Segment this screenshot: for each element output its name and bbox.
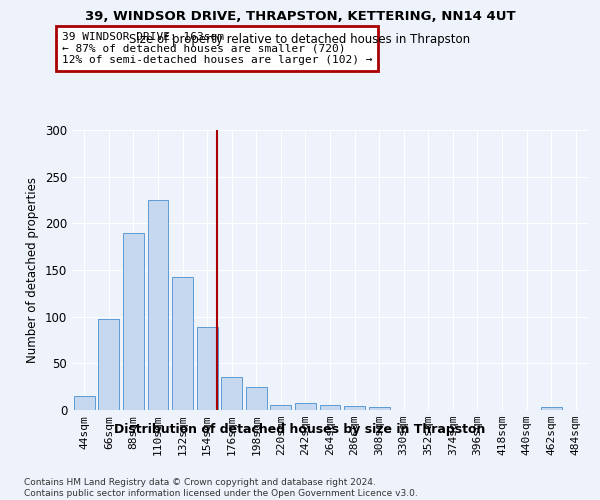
Bar bbox=[246, 386, 267, 410]
Text: Contains HM Land Registry data © Crown copyright and database right 2024.
Contai: Contains HM Land Registry data © Crown c… bbox=[24, 478, 418, 498]
Bar bbox=[172, 276, 193, 410]
Bar bbox=[221, 378, 242, 410]
Y-axis label: Number of detached properties: Number of detached properties bbox=[26, 177, 40, 363]
Bar bbox=[295, 404, 316, 410]
Text: 39, WINDSOR DRIVE, THRAPSTON, KETTERING, NN14 4UT: 39, WINDSOR DRIVE, THRAPSTON, KETTERING,… bbox=[85, 10, 515, 23]
Bar bbox=[98, 320, 119, 410]
Bar bbox=[74, 396, 95, 410]
Text: Distribution of detached houses by size in Thrapston: Distribution of detached houses by size … bbox=[115, 422, 485, 436]
Bar bbox=[148, 200, 169, 410]
Bar bbox=[368, 407, 389, 410]
Bar bbox=[320, 406, 340, 410]
Bar bbox=[271, 406, 292, 410]
Bar bbox=[197, 327, 218, 410]
Bar bbox=[123, 232, 144, 410]
Text: 39 WINDSOR DRIVE: 163sqm
← 87% of detached houses are smaller (720)
12% of semi-: 39 WINDSOR DRIVE: 163sqm ← 87% of detach… bbox=[62, 32, 372, 65]
Bar bbox=[541, 407, 562, 410]
Text: Size of property relative to detached houses in Thrapston: Size of property relative to detached ho… bbox=[130, 32, 470, 46]
Bar bbox=[344, 406, 365, 410]
